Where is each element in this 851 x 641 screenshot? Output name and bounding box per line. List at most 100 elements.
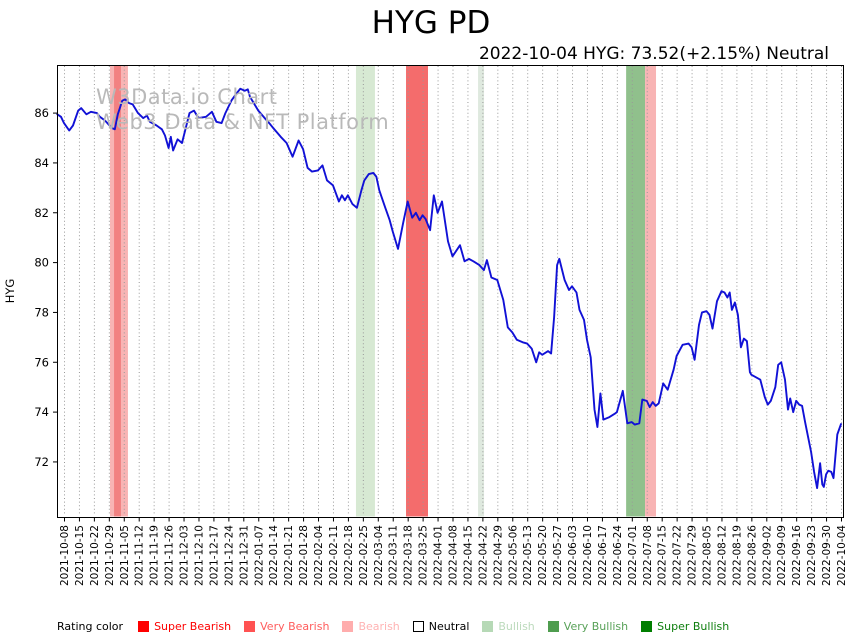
legend-label: Super Bearish — [154, 619, 232, 633]
x-tick-label: 2022-08-19 — [731, 525, 743, 586]
x-tick-label: 2022-05-06 — [507, 525, 519, 586]
legend-item-very-bearish: Very Bearish — [244, 620, 329, 633]
x-tick-label: 2022-07-22 — [672, 525, 684, 586]
y-tick-label: 72 — [34, 455, 49, 469]
x-tick-label: 2022-08-05 — [702, 525, 714, 586]
legend-item-super-bearish: Super Bearish — [138, 620, 231, 633]
legend-swatch-bearish — [342, 620, 354, 632]
y-tick-label: 82 — [34, 206, 49, 220]
rating-legend: Rating color Super Bearish Very Bearish Be… — [57, 616, 817, 636]
x-tick-label: 2022-02-25 — [358, 525, 370, 586]
x-tick-label: 2022-03-11 — [388, 525, 400, 586]
legend-label: Bearish — [358, 619, 400, 633]
chart-subtitle: 2022-10-04 HYG: 73.52(+2.15%) Neutral — [478, 44, 829, 64]
legend-swatch-super-bearish — [138, 620, 150, 632]
x-tick-label: 2022-07-08 — [642, 525, 654, 586]
x-tick-label: 2022-06-17 — [597, 525, 609, 586]
x-tick-label: 2022-06-03 — [567, 525, 579, 586]
x-tick-label: 2022-02-04 — [313, 525, 325, 586]
legend-title: Rating color — [57, 619, 124, 633]
x-tick-label: 2021-11-26 — [164, 525, 176, 586]
rating-band-very-bearish — [406, 65, 428, 517]
x-tick-label: 2022-04-15 — [462, 525, 474, 586]
x-tick-label: 2021-11-19 — [149, 525, 161, 586]
legend-swatch-very-bearish — [244, 620, 256, 632]
legend-item-neutral: Neutral — [412, 619, 470, 633]
x-tick-label: 2022-02-11 — [328, 525, 340, 586]
x-tick-label: 2022-06-24 — [612, 525, 624, 586]
legend-label: Neutral — [428, 619, 470, 633]
y-tick-label: 80 — [34, 256, 49, 270]
x-tick-label: 2022-09-09 — [776, 525, 788, 586]
x-tick-label: 2022-08-12 — [716, 525, 728, 586]
x-tick-label: 2022-09-23 — [806, 525, 818, 586]
legend-item-very-bullish: Very Bullish — [547, 619, 629, 633]
x-tick-label: 2022-03-18 — [403, 525, 415, 586]
x-tick-label: 2021-12-24 — [223, 525, 235, 586]
y-tick-label: 78 — [34, 305, 49, 319]
rating-band-bullish — [478, 65, 485, 517]
x-tick-label: 2022-04-22 — [477, 525, 489, 586]
x-tick-label: 2021-10-29 — [104, 525, 116, 586]
x-tick-label: 2022-07-29 — [687, 525, 699, 586]
x-tick-label: 2021-12-10 — [193, 525, 205, 586]
y-tick-label: 74 — [34, 405, 49, 419]
x-tick-label: 2022-04-08 — [448, 525, 460, 586]
legend-label: Super Bullish — [657, 619, 730, 633]
x-tick-label: 2022-09-02 — [761, 525, 773, 586]
legend-item-super-bullish: Super Bullish — [641, 620, 729, 633]
x-tick-label: 2022-10-04 — [836, 525, 848, 586]
x-tick-label: 2022-01-21 — [283, 525, 295, 586]
x-tick-label: 2022-03-04 — [373, 525, 385, 586]
x-tick-label: 2022-05-13 — [522, 525, 534, 586]
x-tick-label: 2021-11-05 — [119, 525, 131, 586]
x-tick-label: 2022-01-28 — [298, 525, 310, 586]
legend-label: Very Bullish — [563, 619, 629, 633]
x-tick-label: 2021-12-17 — [208, 525, 220, 586]
y-tick-label: 84 — [34, 156, 49, 170]
x-tick-label: 2022-06-10 — [582, 525, 594, 586]
x-tick-label: 2022-04-01 — [433, 525, 445, 586]
x-tick-label: 2022-05-27 — [552, 525, 564, 586]
page-title: HYG PD — [371, 5, 491, 41]
y-tick-label: 76 — [34, 355, 49, 369]
price-line-hyg — [56, 87, 842, 490]
y-axis-label: HYG — [3, 279, 17, 304]
legend-item-bullish: Bullish — [482, 619, 535, 633]
x-tick-label: 2022-03-25 — [418, 525, 430, 586]
legend-item-bearish: Bearish — [342, 619, 400, 633]
x-tick-label: 2022-05-20 — [537, 525, 549, 586]
gridlines — [64, 66, 842, 516]
legend-label: Bullish — [498, 619, 535, 633]
x-tick-label: 2022-01-14 — [268, 525, 280, 586]
x-tick-label: 2021-11-12 — [134, 525, 146, 586]
x-tick-label: 2021-10-22 — [89, 525, 101, 586]
y-tick-label: 86 — [34, 106, 49, 120]
x-tick-label: 2022-09-30 — [821, 525, 833, 586]
x-axis: 2021-10-08 2021-10-15 2021-10-22 2021-10-29… — [59, 517, 848, 586]
x-tick-label: 2021-12-03 — [179, 525, 191, 586]
legend-swatch-very-bullish — [547, 620, 559, 632]
y-axis: 72 74 76 78 80 82 84 86 — [34, 106, 57, 469]
legend-swatch-bullish — [482, 620, 494, 632]
x-tick-label: 2022-08-26 — [746, 525, 758, 586]
legend-swatch-neutral — [412, 620, 424, 632]
x-tick-label: 2022-02-18 — [343, 525, 355, 586]
x-tick-label: 2021-10-15 — [74, 525, 86, 586]
rating-band-bullish — [355, 65, 375, 517]
x-tick-label: 2022-01-07 — [253, 525, 265, 586]
rating-band-very-bearish — [114, 65, 121, 517]
x-tick-label: 2021-10-08 — [59, 525, 71, 586]
x-tick-label: 2022-07-15 — [657, 525, 669, 586]
rating-bands — [110, 65, 657, 517]
plot-border — [57, 65, 844, 518]
rating-band-bearish — [645, 65, 657, 517]
x-tick-label: 2022-07-01 — [627, 525, 639, 586]
legend-swatch-super-bullish — [641, 620, 653, 632]
x-tick-label: 2021-12-31 — [238, 525, 250, 586]
x-tick-label: 2022-04-29 — [492, 525, 504, 586]
x-tick-label: 2022-09-16 — [791, 525, 803, 586]
rating-band-very-bullish — [626, 65, 646, 517]
